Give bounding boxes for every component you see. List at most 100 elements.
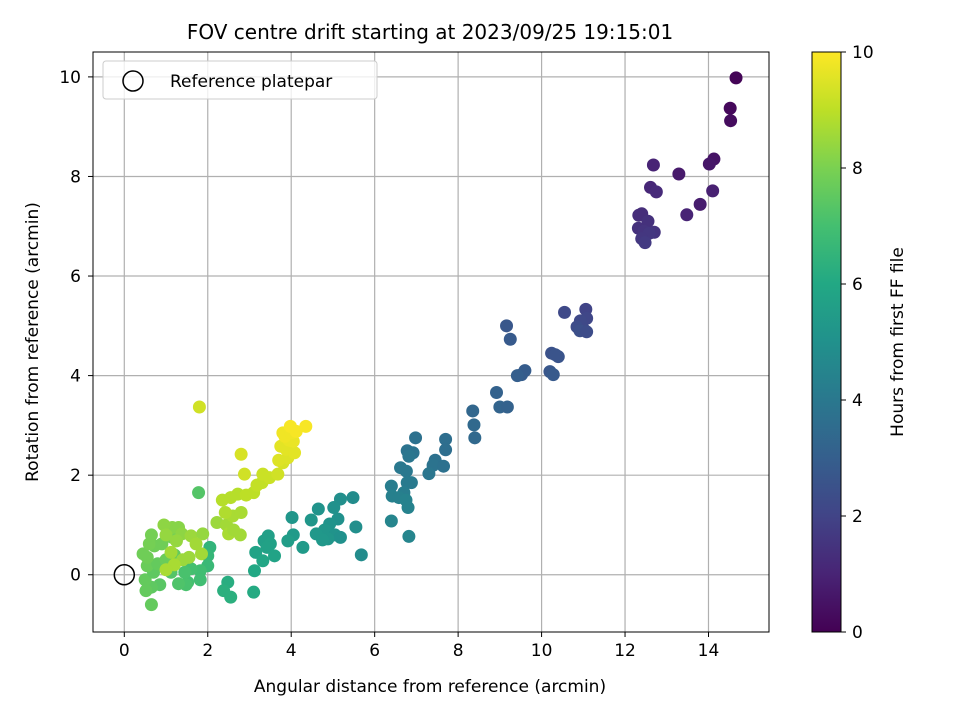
data-point xyxy=(399,464,413,478)
data-point xyxy=(234,506,248,520)
legend: Reference platepar xyxy=(102,60,378,100)
data-point xyxy=(256,554,270,568)
data-point xyxy=(194,547,208,561)
data-point xyxy=(354,548,368,562)
data-point xyxy=(706,184,720,198)
data-point xyxy=(437,459,451,473)
colorbar: 0 2 4 6 8 10 Hours from first FF file xyxy=(811,43,908,643)
data-point xyxy=(439,432,453,446)
data-point xyxy=(402,529,416,543)
y-axis-label: Rotation from reference (arcmin) xyxy=(23,202,43,482)
data-point xyxy=(285,510,299,524)
data-point xyxy=(271,467,285,481)
x-tick-label: 6 xyxy=(369,641,380,661)
data-point xyxy=(192,400,206,414)
data-point xyxy=(672,167,686,181)
data-point xyxy=(401,501,415,515)
data-points xyxy=(113,71,743,612)
data-point xyxy=(638,236,652,250)
data-point xyxy=(346,491,360,505)
data-point xyxy=(296,540,310,554)
data-point xyxy=(723,101,737,115)
data-point xyxy=(558,305,572,319)
data-point xyxy=(729,71,743,85)
data-point xyxy=(724,114,738,128)
data-point xyxy=(500,400,514,414)
legend-box xyxy=(102,60,378,100)
grid xyxy=(93,52,769,632)
data-point xyxy=(400,476,414,490)
data-point xyxy=(641,214,655,228)
axes-frame xyxy=(92,51,770,633)
data-point xyxy=(196,527,210,541)
chart-title: FOV centre drift starting at 2023/09/25 … xyxy=(187,20,673,44)
data-point xyxy=(247,564,261,578)
y-tick-label: 4 xyxy=(70,367,81,387)
data-point xyxy=(237,467,251,481)
data-point xyxy=(490,386,504,400)
data-point xyxy=(289,424,303,438)
data-point xyxy=(304,513,318,527)
data-point xyxy=(136,547,150,561)
x-axis-ticks: 0 2 4 6 8 10 12 14 xyxy=(119,632,719,661)
data-point xyxy=(409,431,423,445)
data-point xyxy=(218,506,232,520)
colorbar-tick-label: 8 xyxy=(852,159,863,179)
data-point xyxy=(159,563,173,577)
data-point xyxy=(299,419,313,433)
data-point xyxy=(466,404,480,418)
data-point xyxy=(157,518,171,532)
x-tick-label: 12 xyxy=(614,641,636,661)
colorbar-ticks: 0 2 4 6 8 10 xyxy=(841,43,874,643)
data-point xyxy=(316,533,330,547)
data-point xyxy=(649,185,663,199)
x-tick-label: 8 xyxy=(453,641,464,661)
data-point xyxy=(422,467,436,481)
data-point xyxy=(467,418,481,432)
data-point xyxy=(580,325,594,339)
data-point xyxy=(500,319,514,333)
y-tick-label: 2 xyxy=(70,466,81,486)
data-point xyxy=(646,158,660,172)
y-tick-label: 6 xyxy=(70,267,81,287)
data-point xyxy=(439,443,453,457)
data-point xyxy=(503,332,517,346)
legend-label: Reference platepar xyxy=(170,72,332,92)
colorbar-tick-label: 4 xyxy=(852,391,863,411)
data-point xyxy=(349,520,363,534)
y-axis-ticks: 0 2 4 6 8 10 xyxy=(59,68,93,586)
data-point xyxy=(384,514,398,528)
data-point xyxy=(288,446,302,460)
colorbar-label: Hours from first FF file xyxy=(888,247,908,437)
y-tick-label: 0 xyxy=(70,566,81,586)
colorbar-gradient xyxy=(811,51,842,633)
data-point xyxy=(260,540,274,554)
data-point xyxy=(193,573,207,587)
data-point xyxy=(468,431,482,445)
data-point xyxy=(192,486,206,500)
colorbar-tick-label: 0 xyxy=(852,623,863,643)
data-point xyxy=(333,530,347,544)
data-point xyxy=(144,528,158,542)
data-point xyxy=(234,447,248,461)
data-point xyxy=(327,501,341,515)
legend-marker-open-circle xyxy=(122,70,144,92)
data-point xyxy=(693,197,707,211)
data-point xyxy=(159,528,173,542)
reference-platepar-marker xyxy=(113,563,136,586)
data-point xyxy=(189,537,203,551)
data-point xyxy=(247,585,261,599)
data-point xyxy=(224,590,238,604)
data-point xyxy=(172,577,186,591)
colorbar-tick-label: 2 xyxy=(852,507,863,527)
data-point xyxy=(402,449,416,463)
data-point xyxy=(680,208,694,222)
x-tick-label: 14 xyxy=(698,641,720,661)
data-point xyxy=(233,528,247,542)
data-point xyxy=(138,573,152,587)
data-point xyxy=(139,584,153,598)
x-tick-label: 0 xyxy=(119,641,130,661)
data-point xyxy=(551,350,565,364)
